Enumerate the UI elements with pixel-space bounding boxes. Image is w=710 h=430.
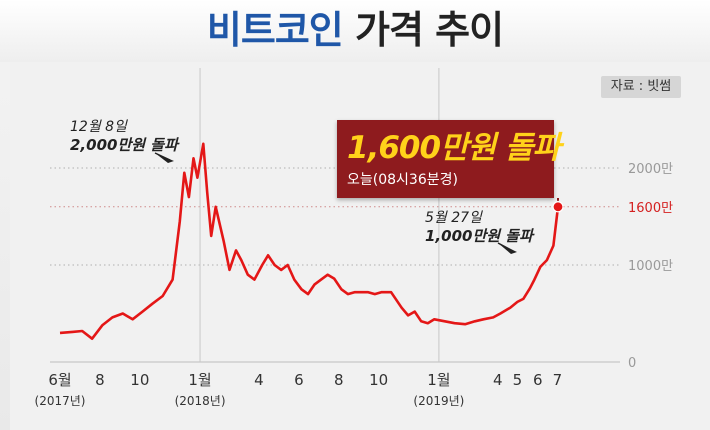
- title-part-1: 비트코인: [206, 8, 344, 52]
- x-tick-label: 4: [493, 371, 503, 389]
- annotation-date: 12월 8일: [70, 119, 127, 135]
- callout-subtext: 오늘(08시36분경): [347, 172, 458, 188]
- annotation-1000: 5월 27일 1,000만원 돌파: [425, 209, 533, 246]
- x-tick-label: 8: [95, 371, 105, 389]
- annotation-date: 5월 27일: [425, 210, 482, 226]
- x-tick-label: 10: [369, 371, 388, 389]
- x-tick-label: 5: [513, 371, 523, 389]
- x-year-label: (2017년): [35, 394, 86, 408]
- x-tick-label: 1월: [427, 371, 450, 389]
- title-bar: 비트코인 가격 추이: [0, 0, 710, 62]
- y-tick-label: 1600만: [628, 201, 673, 216]
- callout-headline: 1,600만원 돌파: [347, 130, 561, 166]
- x-year-label: (2019년): [413, 394, 464, 408]
- annotation-arrow-line: [497, 242, 514, 252]
- y-tick-label: 2000만: [628, 162, 673, 177]
- page-title: 비트코인 가격 추이: [206, 8, 504, 52]
- title-part-2: 가격 추이: [355, 8, 504, 52]
- source-label: 자료 : 빗썸: [601, 76, 681, 98]
- x-tick-label: 1월: [188, 371, 211, 389]
- annotation-2000: 12월 8일 2,000만원 돌파: [70, 118, 178, 155]
- price-series-line: [59, 142, 560, 341]
- callout-box: 1,600만원 돌파 오늘(08시36분경): [337, 120, 561, 198]
- y-tick-label: 0: [628, 356, 636, 371]
- x-tick-label: 7: [553, 371, 563, 389]
- x-year-label: (2018년): [175, 394, 226, 408]
- x-tick-label: 10: [130, 371, 149, 389]
- x-tick-label: 4: [254, 371, 264, 389]
- annotation-text: 2,000만원 돌파: [70, 136, 178, 154]
- annotation-text: 1,000만원 돌파: [425, 227, 533, 245]
- current-price-marker: [552, 201, 564, 213]
- x-tick-label: 8: [334, 371, 344, 389]
- x-tick-label: 6: [533, 371, 543, 389]
- x-tick-label: 6: [294, 371, 304, 389]
- x-tick-label: 6월: [48, 371, 71, 389]
- annotation-arrow-line: [154, 152, 171, 161]
- y-tick-label: 1000만: [628, 259, 673, 274]
